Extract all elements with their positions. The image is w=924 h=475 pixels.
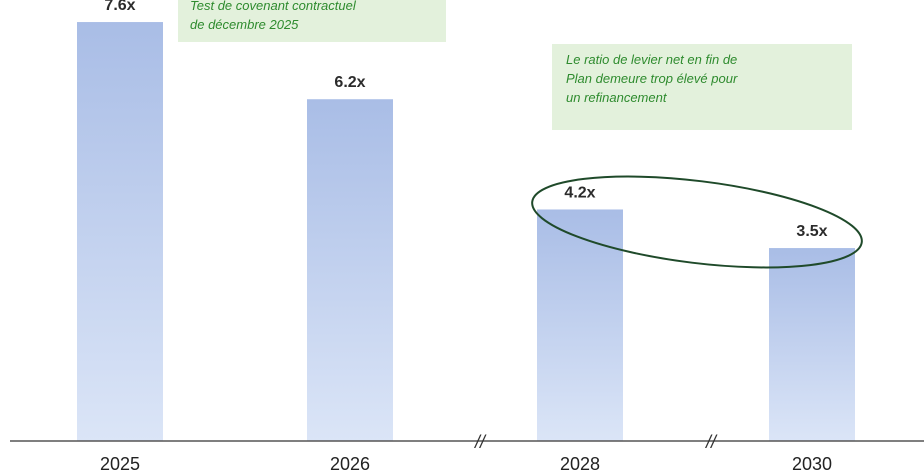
- leverage-ratio-callout: Le ratio de levier net en fin de Plan de…: [552, 44, 852, 130]
- data-label-bg-2030: [778, 216, 846, 245]
- data-label-2028: 4.2x: [564, 184, 595, 201]
- bar-2028: [537, 209, 623, 441]
- x-tick-2026: 2026: [330, 454, 370, 474]
- axis-break-after-2028: //: [704, 432, 718, 452]
- data-label-bg-2026: [316, 67, 384, 96]
- x-tick-2028: 2028: [560, 454, 600, 474]
- axis-break-after-2026: //: [473, 432, 487, 452]
- data-label-bg-2028: [546, 177, 614, 206]
- data-label-bg-2025: [86, 0, 154, 19]
- highlight-ellipse: [531, 175, 863, 269]
- x-tick-2025: 2025: [100, 454, 140, 474]
- bar-2030: [769, 248, 855, 441]
- bars-layer: [77, 22, 855, 442]
- x-tick-labels: 2025 2026 2028 2030: [100, 454, 832, 474]
- data-label-2030: 3.5x: [796, 223, 827, 240]
- data-label-2025: 7.6x: [104, 0, 135, 14]
- covenant-test-callout: Test de covenant contractuel de décembre…: [178, 0, 446, 42]
- x-tick-2030: 2030: [792, 454, 832, 474]
- bar-2025: [77, 22, 163, 442]
- data-label-2026: 6.2x: [334, 74, 365, 91]
- data-labels: 7.6x 6.2x 4.2x 3.5x: [86, 0, 846, 245]
- bar-2026: [307, 99, 393, 441]
- axis-breaks: // //: [473, 432, 718, 452]
